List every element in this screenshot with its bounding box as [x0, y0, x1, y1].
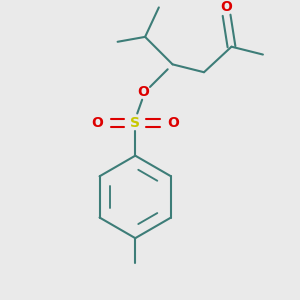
Text: O: O: [137, 85, 149, 99]
Text: O: O: [168, 116, 179, 130]
Text: O: O: [91, 116, 103, 130]
Text: S: S: [130, 116, 140, 130]
Text: O: O: [220, 0, 232, 14]
